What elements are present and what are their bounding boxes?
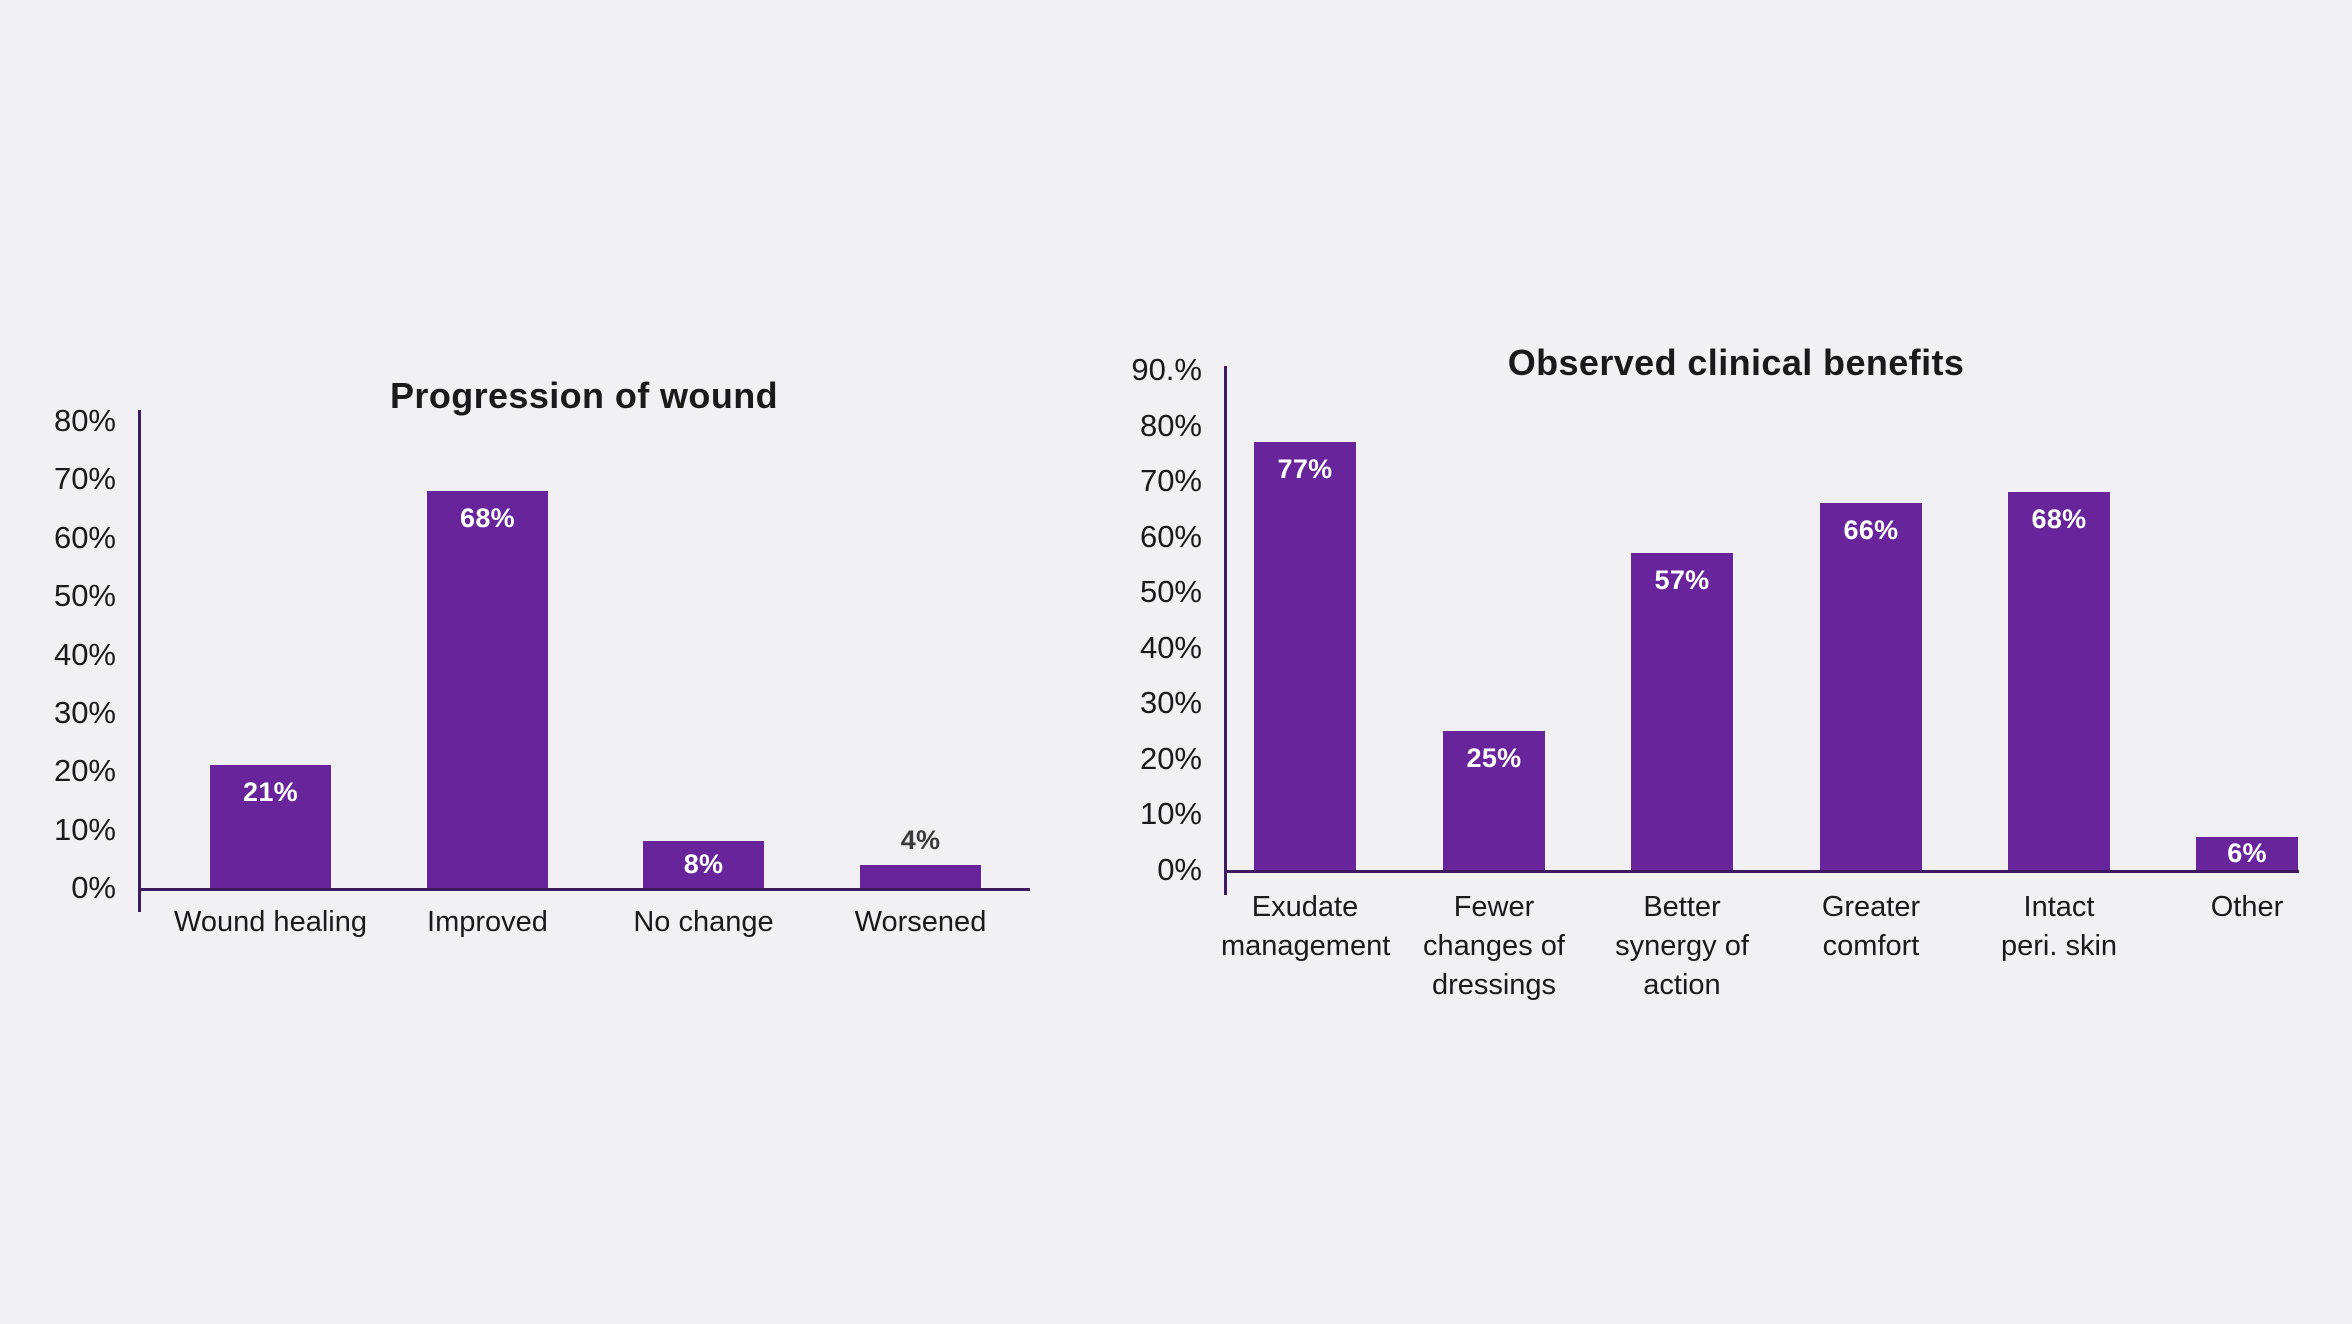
y-axis-line — [138, 410, 141, 912]
x-category-label: Exudate management — [1221, 891, 1391, 963]
y-tick-label: 20% — [1139, 740, 1202, 776]
y-tick-label: 20% — [53, 753, 116, 789]
bar-no-change: 8% — [643, 841, 764, 888]
x-axis-line — [138, 888, 1030, 891]
bar-greater-comfort: 66% — [1820, 503, 1922, 870]
bar-fewer-changes-of-dressings: 25% — [1443, 731, 1545, 870]
y-tick-label: 30% — [53, 694, 116, 730]
y-tick-label: 70% — [53, 461, 116, 497]
y-tick-label: 80% — [53, 403, 116, 438]
y-tick-label: 50% — [53, 578, 116, 614]
chart-title: Progression of wound — [389, 375, 779, 416]
y-tick-label: 70% — [1139, 463, 1202, 499]
x-category-label: Wound healing — [174, 906, 367, 938]
y-axis-line — [1224, 366, 1227, 895]
x-category-label: Fewer changes of dressings — [1423, 891, 1565, 1002]
x-axis-line — [1224, 870, 2299, 873]
x-category-label: Greater comfort — [1821, 891, 1921, 963]
y-tick-label: 10% — [53, 811, 116, 847]
y-tick-label: 60% — [1139, 518, 1202, 554]
y-tick-label: 0% — [71, 870, 116, 905]
bar-value-label: 68% — [2031, 504, 2087, 534]
bar-value-label: 77% — [1277, 454, 1333, 484]
bar-value-label: 66% — [1843, 515, 1899, 545]
bar-better-synergy-of-action: 57% — [1631, 553, 1733, 870]
y-tick-label: 60% — [53, 519, 116, 555]
bar-value-label: 57% — [1654, 565, 1710, 595]
y-tick-label: 50% — [1139, 574, 1202, 610]
bar-value-label: 25% — [1466, 743, 1522, 773]
bar-exudate-management: 77% — [1254, 442, 1356, 870]
x-category-label: No change — [633, 906, 774, 938]
bar-value-label: 6% — [2227, 838, 2267, 868]
y-tick-label: 10% — [1139, 796, 1202, 832]
bar-intact-peri-skin: 68% — [2008, 492, 2110, 870]
bar-wound-healing: 21% — [210, 765, 331, 888]
x-category-label: Intact peri. skin — [2000, 891, 2118, 963]
y-tick-label: 90.% — [1131, 351, 1202, 387]
bar-value-label: 68% — [460, 503, 515, 533]
chart-title: Observed clinical benefits — [1507, 342, 1965, 383]
bar-worsened: 4% — [860, 825, 981, 888]
y-tick-label: 40% — [1139, 629, 1202, 665]
x-category-label: Improved — [427, 906, 548, 938]
bar-improved: 68% — [427, 491, 548, 888]
y-tick-label: 40% — [53, 636, 116, 672]
bar-value-label: 21% — [243, 777, 298, 807]
y-tick-label: 80% — [1139, 407, 1202, 443]
bar-other: 6% — [2196, 837, 2298, 870]
x-category-label: Better synergy of action — [1615, 891, 1749, 1002]
y-tick-label: 0% — [1157, 852, 1202, 887]
bar-value-label: 4% — [900, 825, 941, 855]
x-category-label: Worsened — [854, 906, 987, 938]
bar-value-label: 8% — [683, 849, 724, 879]
y-tick-label: 30% — [1139, 685, 1202, 721]
x-category-label: Other — [2210, 891, 2284, 923]
